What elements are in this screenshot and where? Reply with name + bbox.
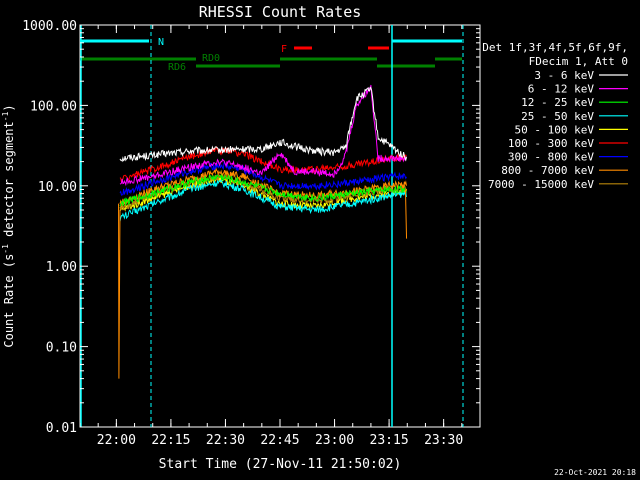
y-axis-label-sup2: -1	[1, 111, 10, 121]
legend-label: 3 - 6 keV	[534, 69, 594, 82]
y-tick-label: 1.00	[46, 260, 77, 275]
x-axis-label: Start Time (27-Nov-11 21:50:02)	[159, 457, 402, 472]
x-tick-label: 23:15	[370, 433, 409, 448]
x-axis: 22:00 22:15 22:30 22:45 23:00 23:15 23:30	[79, 25, 481, 448]
y-tick-label: 100.00	[30, 99, 77, 114]
legend-label: 300 - 800 keV	[508, 151, 594, 164]
y-axis-label: Count Rate (s-1 detector segment-1)	[1, 104, 16, 347]
series-spike	[118, 203, 121, 379]
y-axis: 1000.00 100.00 10.00 1.00 0.10 0.01	[22, 19, 480, 436]
x-tick-label: 23:00	[315, 433, 354, 448]
series-group	[118, 84, 408, 379]
event-markers	[80, 25, 464, 427]
x-tick-label: 22:15	[151, 433, 190, 448]
legend-header-2: FDecim 1, Att 0	[529, 55, 628, 68]
legend-label: 7000 - 15000 keV	[488, 178, 594, 191]
series-line	[119, 176, 407, 212]
series-line	[119, 161, 407, 196]
legend-header-1: Det 1f,3f,4f,5f,6f,9f,	[482, 41, 628, 54]
series-line	[119, 86, 407, 163]
y-axis-label-tail: detector segment	[2, 121, 16, 244]
series-line	[119, 166, 407, 207]
series-line	[119, 84, 407, 187]
chart-title: RHESSI Count Rates	[199, 3, 362, 21]
y-axis-label-end: )	[2, 104, 16, 111]
x-tick-label: 22:45	[260, 433, 299, 448]
state-bars: N RD0 RD6 F	[80, 37, 462, 73]
x-tick-label: 22:00	[97, 433, 136, 448]
annotation-night-label: N	[158, 37, 164, 48]
series-line	[119, 145, 407, 183]
series-spike	[404, 189, 408, 239]
annotation-rd0-label: RD0	[202, 53, 220, 64]
y-tick-label: 0.10	[46, 341, 77, 356]
y-tick-label: 10.00	[38, 180, 77, 195]
x-tick-label: 22:30	[206, 433, 245, 448]
legend-label: 12 - 25 keV	[521, 96, 594, 109]
series-line	[119, 178, 407, 222]
y-tick-label: 0.01	[46, 421, 77, 436]
legend-label: 100 - 300 keV	[508, 137, 594, 150]
legend: Det 1f,3f,4f,5f,6f,9f, FDecim 1, Att 0 3…	[482, 41, 628, 191]
y-axis-label-main: Count Rate (s	[2, 254, 16, 348]
annotation-flare-label: F	[281, 44, 287, 55]
footer-date: 22-Oct-2021 20:18	[554, 468, 636, 477]
y-axis-label-sup: -1	[1, 244, 10, 254]
y-tick-label: 1000.00	[22, 19, 77, 34]
legend-label: 800 - 7000 keV	[501, 164, 594, 177]
legend-label: 25 - 50 keV	[521, 110, 594, 123]
x-tick-label: 23:30	[424, 433, 463, 448]
annotation-rd6-label: RD6	[168, 62, 186, 73]
legend-label: 50 - 100 keV	[515, 123, 595, 136]
series-line	[119, 173, 407, 207]
legend-label: 6 - 12 keV	[528, 83, 595, 96]
